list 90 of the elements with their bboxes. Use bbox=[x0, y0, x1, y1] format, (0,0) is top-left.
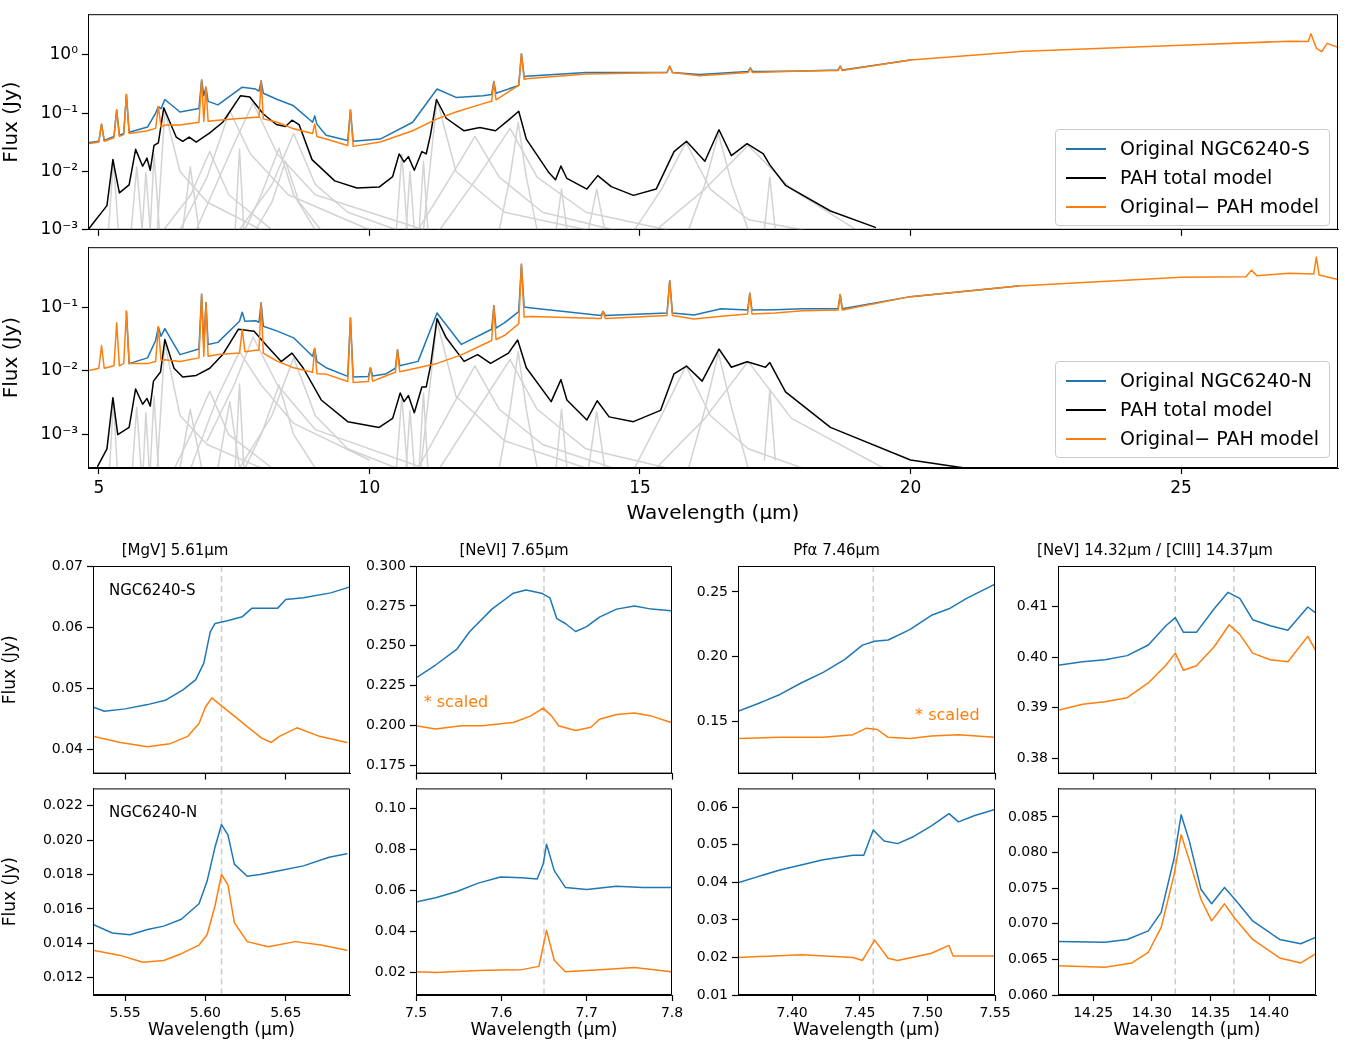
y-tick-label: 10⁻² bbox=[40, 359, 78, 380]
y-tick-label: 0.04 bbox=[51, 739, 84, 756]
x-tick-label: 10 bbox=[358, 476, 381, 497]
x-tick-label: 14.30 bbox=[1131, 1004, 1172, 1021]
x-tick-label: 14.35 bbox=[1190, 1004, 1231, 1021]
y-tick-label: 0.02 bbox=[696, 948, 728, 965]
chart-title: [NeVI] 7.65μm bbox=[459, 540, 569, 559]
x-axis-title: Wavelength (µm) bbox=[470, 1019, 618, 1040]
y-tick-label: 0.275 bbox=[365, 596, 406, 613]
y-tick-label: 0.38 bbox=[1016, 749, 1048, 766]
x-tick-label: 5 bbox=[93, 476, 105, 497]
annotation: NGC6240-N bbox=[109, 803, 198, 822]
chart-title: [NeV] 14.32μm / [ClII] 14.37μm bbox=[1037, 540, 1273, 559]
y-tick-label: 0.016 bbox=[42, 899, 84, 916]
y-tick-label: 0.200 bbox=[365, 716, 406, 733]
x-axis-title: Wavelength (µm) bbox=[148, 1019, 295, 1040]
y-axis-title: Flux (Jy) bbox=[0, 316, 23, 399]
chart-title: [MgV] 5.61μm bbox=[121, 540, 229, 559]
y-tick-label: 0.41 bbox=[1016, 597, 1048, 614]
y-tick-label: 10⁻³ bbox=[40, 423, 78, 444]
legend-label: Original NGC6240-S bbox=[1119, 136, 1310, 161]
y-tick-label: 0.014 bbox=[42, 933, 84, 950]
x-tick-label: 25 bbox=[1170, 476, 1192, 497]
annotation: * scaled bbox=[915, 704, 980, 724]
y-tick-label: 10⁻³ bbox=[40, 218, 78, 239]
y-tick-label: 0.05 bbox=[51, 678, 83, 695]
x-tick-label: 5.60 bbox=[189, 1004, 222, 1021]
x-tick-label: 7.5 bbox=[404, 1004, 428, 1021]
legend-label: PAH total model bbox=[1119, 397, 1273, 422]
x-tick-label: 5.65 bbox=[270, 1004, 302, 1021]
y-tick-label: 0.06 bbox=[374, 881, 407, 898]
y-tick-label: 0.075 bbox=[1007, 878, 1048, 895]
y-tick-label: 0.012 bbox=[42, 968, 83, 985]
y-tick-label: 0.250 bbox=[365, 636, 406, 653]
y-tick-label: 0.080 bbox=[1007, 843, 1048, 860]
x-tick-label: 20 bbox=[899, 476, 922, 497]
y-tick-label: 10⁻¹ bbox=[40, 295, 78, 316]
x-tick-label: 14.40 bbox=[1249, 1004, 1290, 1021]
y-axis-title: Flux (Jy) bbox=[0, 635, 19, 705]
x-axis-title: Wavelength (µm) bbox=[1113, 1019, 1261, 1040]
legend-label: Original− PAH model bbox=[1119, 194, 1319, 219]
x-tick-label: 7.50 bbox=[911, 1004, 943, 1021]
x-tick-label: 7.45 bbox=[844, 1004, 876, 1021]
y-tick-label: 0.03 bbox=[696, 910, 728, 927]
y-tick-label: 0.04 bbox=[696, 872, 729, 889]
y-tick-label: 0.08 bbox=[374, 840, 406, 857]
annotation: NGC6240-S bbox=[109, 580, 196, 599]
x-tick-label: 7.8 bbox=[660, 1004, 684, 1021]
legend-label: PAH total model bbox=[1119, 165, 1273, 190]
x-tick-label: 7.6 bbox=[490, 1004, 513, 1021]
legend-label: Original− PAH model bbox=[1119, 426, 1319, 451]
y-tick-label: 0.07 bbox=[51, 556, 83, 573]
x-tick-label: 7.55 bbox=[979, 1004, 1011, 1021]
y-tick-label: 0.15 bbox=[696, 712, 728, 729]
x-tick-label: 5.55 bbox=[109, 1004, 141, 1021]
annotation: * scaled bbox=[423, 692, 489, 712]
y-tick-label: 0.01 bbox=[696, 985, 728, 1002]
y-tick-label: 0.02 bbox=[374, 963, 406, 980]
x-axis-title: Wavelength (µm) bbox=[793, 1019, 940, 1040]
y-axis-title: Flux (Jy) bbox=[0, 857, 19, 927]
y-tick-label: 0.300 bbox=[365, 556, 406, 573]
chart-title: Pfα 7.46μm bbox=[793, 540, 880, 559]
y-tick-label: 0.06 bbox=[51, 617, 84, 634]
legend-label: Original NGC6240-N bbox=[1119, 368, 1312, 393]
x-tick-label: 7.7 bbox=[575, 1004, 598, 1021]
x-tick-label: 15 bbox=[629, 476, 651, 497]
y-tick-label: 0.20 bbox=[696, 647, 728, 664]
y-tick-label: 0.04 bbox=[374, 922, 407, 939]
y-tick-label: 0.060 bbox=[1007, 985, 1048, 1002]
y-tick-label: 10⁰ bbox=[49, 43, 79, 64]
x-tick-label: 7.40 bbox=[776, 1004, 808, 1021]
y-tick-label: 0.05 bbox=[696, 835, 728, 852]
y-tick-label: 10⁻¹ bbox=[40, 101, 78, 122]
x-tick-label: 14.25 bbox=[1073, 1004, 1114, 1021]
y-tick-label: 0.225 bbox=[365, 676, 406, 693]
y-tick-label: 0.085 bbox=[1007, 807, 1048, 824]
y-tick-label: 0.40 bbox=[1016, 647, 1048, 664]
y-tick-label: 0.175 bbox=[365, 756, 406, 773]
y-tick-label: 0.070 bbox=[1007, 914, 1048, 931]
x-axis-title: Wavelength (µm) bbox=[626, 500, 800, 525]
y-tick-label: 0.25 bbox=[696, 582, 728, 599]
y-tick-label: 0.018 bbox=[42, 865, 83, 882]
y-tick-label: 0.022 bbox=[42, 796, 83, 813]
y-tick-label: 0.39 bbox=[1016, 698, 1048, 715]
y-tick-label: 10⁻² bbox=[40, 159, 78, 180]
y-tick-label: 0.065 bbox=[1007, 950, 1048, 967]
y-tick-label: 0.10 bbox=[374, 799, 406, 816]
y-tick-label: 0.06 bbox=[696, 797, 729, 814]
y-tick-label: 0.020 bbox=[42, 830, 83, 847]
y-axis-title: Flux (Jy) bbox=[0, 81, 23, 163]
